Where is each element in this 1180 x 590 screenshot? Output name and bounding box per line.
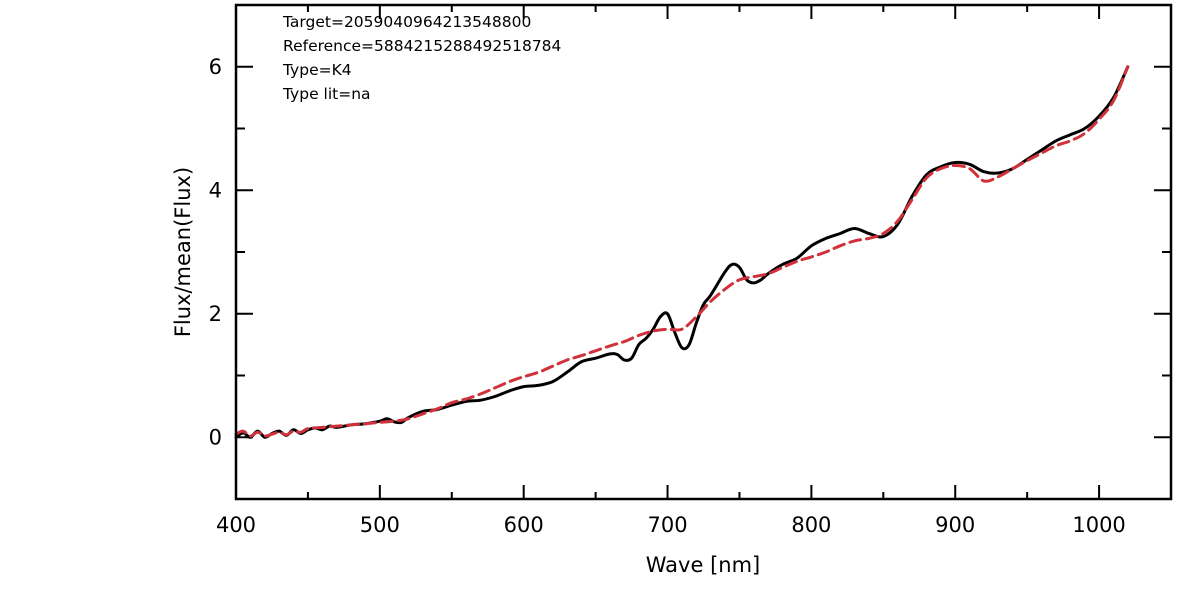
y-tick-label: 4 [209,178,222,202]
annotation-line: Reference=5884215288492518784 [283,37,561,55]
annotation-line: Target=2059040964213548800 [282,13,531,31]
y-axis-title: Flux/mean(Flux) [171,167,195,337]
x-tick-label: 900 [935,513,975,537]
annotation-block: Target=2059040964213548800 Reference=5884… [282,13,561,103]
series-line-target [234,65,1130,439]
x-tick-label: 800 [791,513,831,537]
y-tick-label: 0 [209,425,222,449]
plot-frame [234,3,1173,501]
x-tick-label: 1000 [1072,513,1125,537]
axis-ticks [235,4,1172,500]
y-tick-label: 6 [209,55,222,79]
x-tick-label: 600 [504,513,544,537]
annotation-line: Type lit=na [282,85,371,103]
tick-labels: 400 500 600 700 800 900 1000 0 2 4 6 [209,55,1126,537]
series-line-reference [234,65,1130,438]
series-layer [234,65,1130,439]
y-tick-label: 2 [209,302,222,326]
x-tick-label: 400 [216,513,256,537]
x-tick-label: 700 [647,513,687,537]
x-tick-label: 500 [360,513,400,537]
annotation-line: Type=K4 [282,61,352,79]
x-axis-title: Wave [nm] [646,553,760,577]
